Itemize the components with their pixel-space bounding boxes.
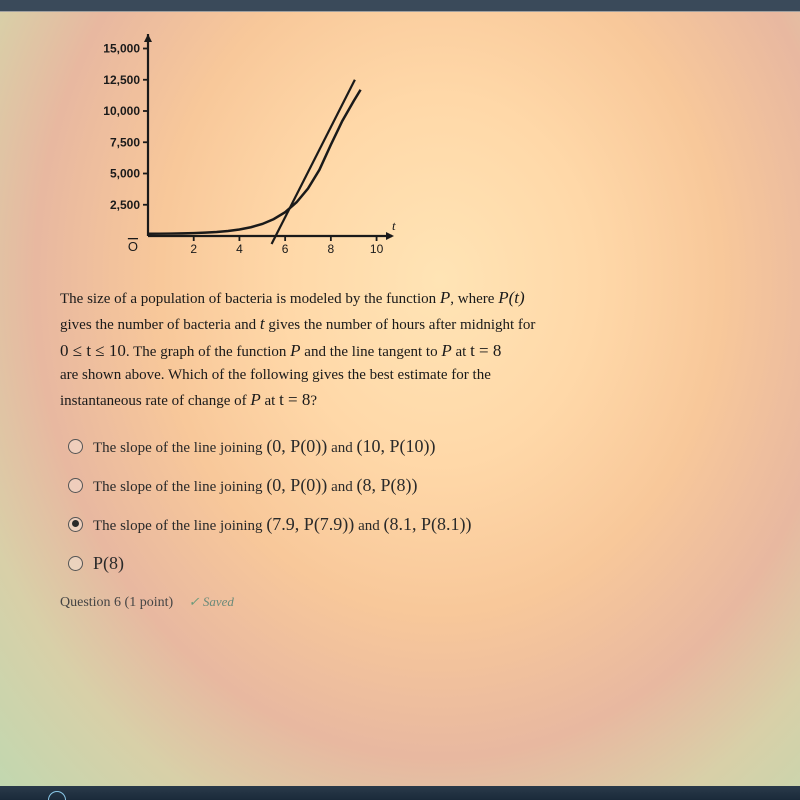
- option-label: The slope of the line joining (0, P(0)) …: [93, 436, 435, 457]
- q-text: instantaneous rate of change of: [60, 393, 250, 409]
- q-var: P: [440, 288, 450, 307]
- q-expr: t = 8: [470, 341, 501, 360]
- q-expr: t = 8: [279, 390, 310, 409]
- q-text: . The graph of the function: [126, 344, 290, 360]
- chart-container: 2,500 5,000 7,500 10,000 12,500 15,000 2 4 6 8 10 O…: [90, 30, 750, 265]
- svg-text:10,000: 10,000: [103, 104, 140, 118]
- answer-option[interactable]: The slope of the line joining (0, P(0)) …: [68, 475, 750, 496]
- q-text: at: [261, 393, 279, 409]
- q-var: P: [441, 341, 451, 360]
- q-text: gives the number of bacteria and: [60, 317, 260, 333]
- saved-indicator: Saved: [189, 594, 234, 609]
- cortana-icon[interactable]: [48, 791, 66, 800]
- svg-text:8: 8: [328, 242, 335, 256]
- svg-text:15,000: 15,000: [103, 42, 140, 56]
- question-number-label: Question 6 (1 point): [60, 595, 173, 610]
- q-var: P: [250, 390, 260, 409]
- svg-text:2: 2: [190, 242, 197, 256]
- radio-button[interactable]: [68, 517, 83, 532]
- question-content: 2,500 5,000 7,500 10,000 12,500 15,000 2 4 6 8 10 O…: [0, 12, 800, 621]
- window-top-bar: [0, 0, 800, 12]
- question-prompt: The size of a population of bacteria is …: [60, 285, 750, 414]
- q-text: are shown above. Which of the following …: [60, 367, 491, 383]
- os-taskbar[interactable]: [0, 786, 800, 800]
- radio-button[interactable]: [68, 556, 83, 571]
- svg-text:5,000: 5,000: [110, 167, 140, 181]
- radio-button[interactable]: [68, 439, 83, 454]
- q-text: The size of a population of bacteria is …: [60, 291, 440, 307]
- radio-button[interactable]: [68, 478, 83, 493]
- option-label: P(8): [93, 553, 124, 574]
- q-text: and the line tangent to: [301, 344, 442, 360]
- question-footer: Question 6 (1 point) Saved: [60, 594, 750, 611]
- svg-text:10: 10: [370, 242, 384, 256]
- svg-text:4: 4: [236, 242, 243, 256]
- svg-text:6: 6: [282, 242, 289, 256]
- answer-options: The slope of the line joining (0, P(0)) …: [68, 436, 750, 574]
- q-var: P: [290, 341, 300, 360]
- svg-text:O: O: [128, 239, 138, 254]
- answer-option[interactable]: The slope of the line joining (0, P(0)) …: [68, 436, 750, 457]
- option-label: The slope of the line joining (0, P(0)) …: [93, 475, 417, 496]
- svg-text:t: t: [392, 218, 396, 233]
- svg-text:2,500: 2,500: [110, 198, 140, 212]
- answer-option[interactable]: P(8): [68, 553, 750, 574]
- svg-text:7,500: 7,500: [110, 135, 140, 149]
- svg-text:12,500: 12,500: [103, 73, 140, 87]
- q-var: P(t): [498, 288, 524, 307]
- q-text: gives the number of hours after midnight…: [265, 317, 536, 333]
- q-text: at: [452, 344, 470, 360]
- population-chart: 2,500 5,000 7,500 10,000 12,500 15,000 2 4 6 8 10 O…: [90, 30, 400, 260]
- option-label: The slope of the line joining (7.9, P(7.…: [93, 514, 471, 535]
- q-expr: 0 ≤ t ≤ 10: [60, 341, 126, 360]
- q-text: ?: [310, 393, 317, 409]
- q-text: , where: [450, 291, 498, 307]
- answer-option[interactable]: The slope of the line joining (7.9, P(7.…: [68, 514, 750, 535]
